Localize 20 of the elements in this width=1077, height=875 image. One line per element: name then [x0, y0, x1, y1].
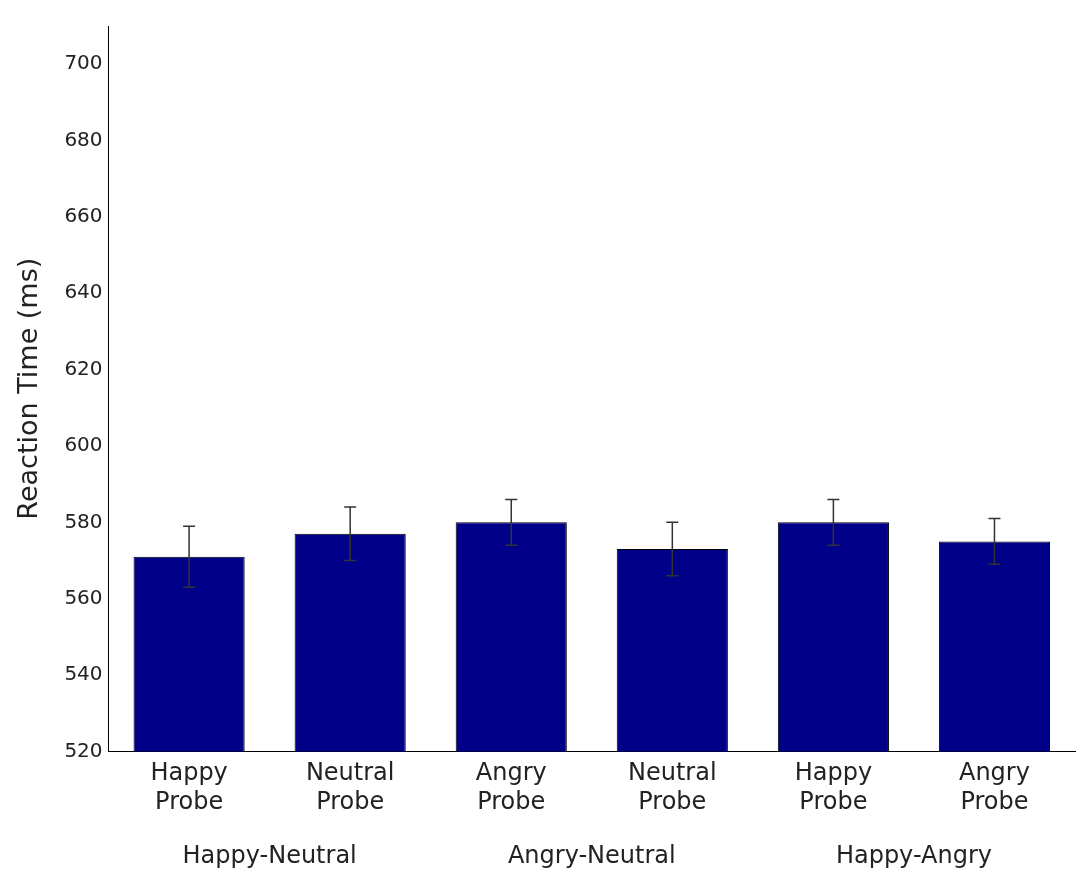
x-tick-label: Angry Probe	[959, 758, 1030, 815]
y-tick-label: 680	[64, 126, 103, 151]
text: Happy-Angry	[835, 841, 992, 870]
y-tick-label: 520	[64, 737, 103, 762]
x-tick-label: Happy Probe	[794, 758, 873, 815]
x-tick-label: Neutral Probe	[628, 758, 717, 815]
y-tick-label: 700	[64, 50, 103, 75]
y-tick-label: 600	[64, 432, 103, 457]
y-tick-label: 640	[64, 279, 103, 304]
x-tick-label: Neutral Probe	[305, 758, 395, 815]
y-tick-label: 540	[64, 661, 103, 686]
y-axis-title: Reaction Time (ms)	[12, 257, 44, 520]
x-tick-label: Angry Probe	[475, 758, 547, 815]
y-tick-label: 620	[64, 355, 103, 380]
y-tick-label: 580	[64, 508, 103, 533]
x-tick-label: Happy Probe	[150, 758, 228, 815]
text: Happy-Neutral	[182, 841, 357, 870]
y-tick-label: 660	[64, 203, 103, 228]
y-tick-label: 560	[64, 584, 103, 609]
text: Angry-Neutral	[507, 841, 676, 870]
